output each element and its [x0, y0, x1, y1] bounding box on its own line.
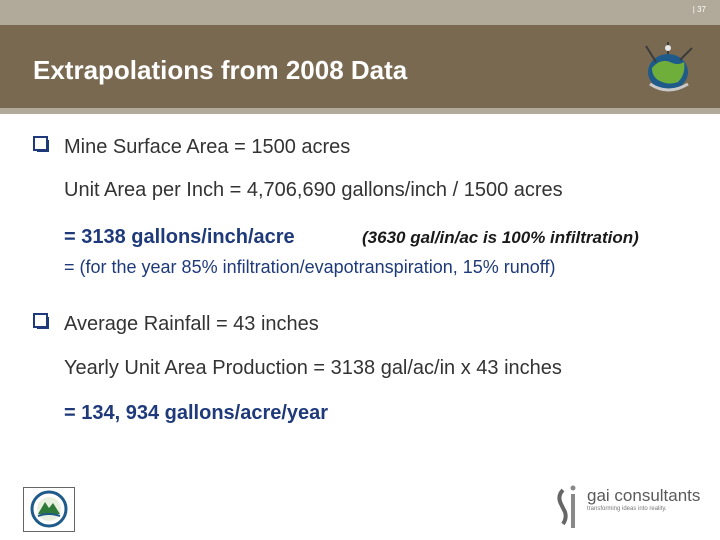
yearly-production-text: Yearly Unit Area Production = 3138 gal/a… — [64, 357, 562, 379]
mine-surface-area-text: Mine Surface Area = 1500 acres — [64, 136, 351, 158]
checkbox-square-icon — [33, 136, 49, 152]
average-rainfall-text: Average Rainfall = 43 inches — [64, 313, 319, 335]
page-number: | 37 — [692, 5, 706, 14]
state-seal-icon — [23, 487, 75, 532]
globe-emblem-icon — [645, 42, 693, 92]
title-bar — [0, 25, 720, 108]
unit-area-per-inch-text: Unit Area per Inch = 4,706,690 gallons/i… — [64, 179, 563, 201]
title-underline — [0, 108, 720, 114]
gai-logo-icon — [557, 485, 576, 528]
top-strip — [0, 0, 720, 25]
slide-title: Extrapolations from 2008 Data — [33, 55, 408, 85]
company-name: gai consultants — [587, 486, 701, 505]
infiltration-runoff-text: = (for the year 85% infiltration/evapotr… — [64, 257, 556, 277]
checkbox-square-icon — [33, 313, 49, 329]
company-tagline: transforming ideas into reality. — [587, 506, 667, 512]
gallons-per-acre-per-year-text: = 134, 934 gallons/acre/year — [64, 402, 329, 424]
gallons-per-inch-per-acre-text: = 3138 gallons/inch/acre — [64, 226, 295, 248]
infiltration-note-text: (3630 gal/in/ac is 100% infiltration) — [362, 228, 639, 247]
